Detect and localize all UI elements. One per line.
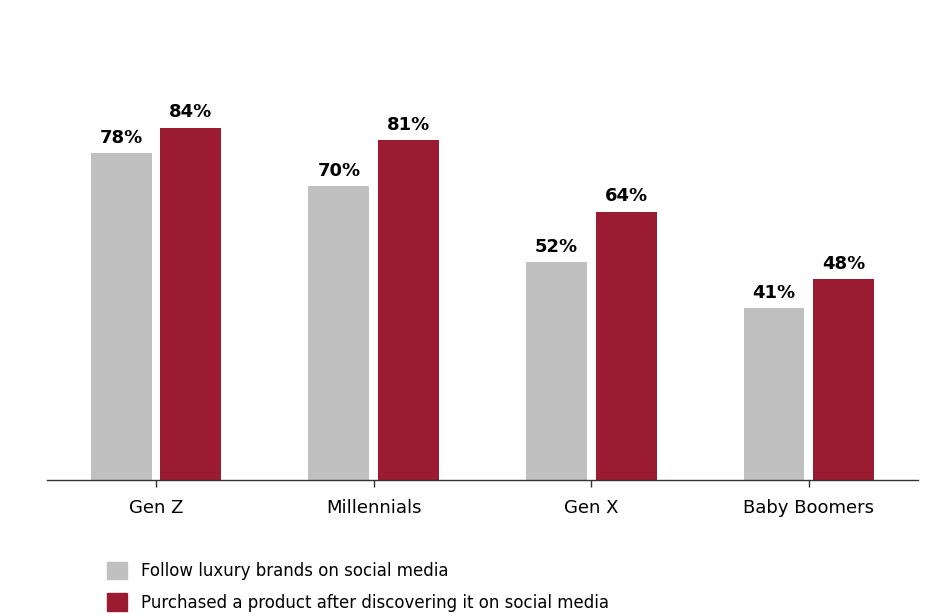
Bar [596, 212, 657, 480]
Text: 81%: 81% [387, 116, 430, 134]
Text: 64%: 64% [604, 187, 648, 205]
Bar [308, 187, 369, 480]
Legend: Follow luxury brands on social media, Purchased a product after discovering it o: Follow luxury brands on social media, Pu… [99, 554, 617, 616]
Bar [526, 262, 587, 480]
Text: 78%: 78% [99, 129, 143, 147]
Bar [744, 308, 804, 480]
Bar [91, 153, 151, 480]
Text: 48%: 48% [822, 254, 866, 272]
Text: 41%: 41% [752, 284, 796, 302]
Bar [161, 128, 221, 480]
Bar [814, 279, 874, 480]
Text: 84%: 84% [169, 103, 213, 121]
Text: 52%: 52% [534, 238, 578, 256]
Bar [378, 140, 439, 480]
Text: 70%: 70% [317, 162, 360, 180]
